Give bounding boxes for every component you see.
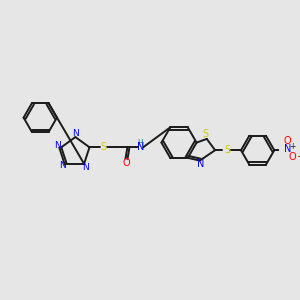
Text: N: N	[60, 161, 66, 170]
Text: H: H	[137, 139, 143, 148]
Text: +: +	[290, 142, 296, 151]
Text: N: N	[137, 142, 144, 152]
Text: O: O	[284, 136, 291, 146]
Text: O: O	[123, 158, 130, 168]
Text: N: N	[197, 159, 204, 169]
Text: S: S	[203, 129, 209, 139]
Text: O: O	[289, 152, 297, 162]
Text: S: S	[100, 142, 106, 152]
Text: N: N	[284, 144, 291, 154]
Text: N: N	[82, 163, 88, 172]
Text: N: N	[72, 129, 79, 138]
Text: −: −	[296, 152, 300, 161]
Text: S: S	[224, 145, 230, 155]
Text: N: N	[54, 141, 61, 150]
